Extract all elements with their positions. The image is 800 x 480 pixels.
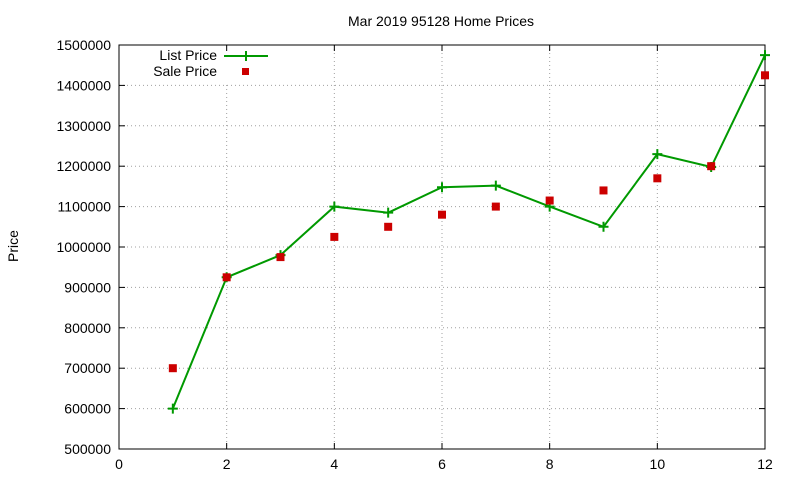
y-tick-labels: 500000 600000 700000 800000 900000 1000000 110… <box>56 37 111 457</box>
list-price-point <box>652 149 663 160</box>
sale-price-point <box>384 222 393 231</box>
legend-marker-sale-price <box>242 68 249 75</box>
grid-lines <box>119 45 765 449</box>
sale-price-point <box>707 162 716 171</box>
list-price-point <box>760 50 770 61</box>
sale-price-point <box>653 174 662 183</box>
list-price-line <box>171 54 766 409</box>
chart-title: Mar 2019 95128 Home Prices <box>348 13 534 29</box>
legend-label-list-price: List Price <box>159 47 217 63</box>
y-tick-label: 700000 <box>64 360 111 376</box>
x-tick-label: 10 <box>650 456 666 472</box>
sale-price-point <box>222 273 231 282</box>
x-tick-label: 4 <box>330 456 338 472</box>
y-tick-label: 800000 <box>64 320 111 336</box>
y-tick-label: 1500000 <box>56 37 111 53</box>
y-tick-label: 900000 <box>64 279 111 295</box>
y-tick-label: 1300000 <box>56 118 111 134</box>
list-price-point <box>490 180 501 191</box>
y-tick-label: 500000 <box>64 441 111 457</box>
x-tick-label: 0 <box>115 456 123 472</box>
x-tick-labels: 0 2 4 6 8 10 12 <box>115 456 773 472</box>
legend-marker-list-price <box>241 51 251 61</box>
sale-price-point <box>438 210 446 219</box>
x-tick-label: 6 <box>438 456 446 472</box>
list-price-point <box>329 201 340 212</box>
y-axis-label: Price <box>5 230 21 262</box>
sale-price-point <box>276 253 285 262</box>
list-price-point <box>167 403 178 414</box>
sale-price-point <box>599 186 608 195</box>
sale-price-point <box>168 364 177 373</box>
sale-price-point <box>491 202 500 211</box>
sale-price-point <box>330 232 339 241</box>
y-tick-label: 600000 <box>64 401 111 417</box>
x-tick-label: 8 <box>546 456 554 472</box>
series-layer <box>167 50 770 414</box>
y-tick-label: 1400000 <box>56 77 111 93</box>
list-price-point <box>383 207 394 218</box>
plot-frame <box>118 44 766 450</box>
sale-price-point <box>545 196 554 205</box>
list-price-point <box>598 221 609 232</box>
y-tick-label: 1200000 <box>56 158 111 174</box>
legend: List Price Sale Price <box>153 47 268 79</box>
list-price-point <box>437 182 447 193</box>
x-tick-label: 12 <box>757 456 773 472</box>
sale-price-point <box>761 71 769 80</box>
legend-label-sale-price: Sale Price <box>153 63 217 79</box>
y-tick-label: 1000000 <box>56 239 111 255</box>
x-tick-label: 2 <box>223 456 231 472</box>
y-tick-label: 1100000 <box>58 199 112 215</box>
